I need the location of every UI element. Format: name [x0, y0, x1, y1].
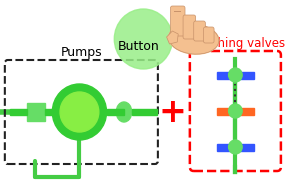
Bar [235, 143, 254, 150]
Bar [45, 109, 70, 115]
Ellipse shape [169, 24, 219, 54]
Circle shape [114, 9, 172, 69]
Bar [217, 108, 235, 115]
Bar [217, 71, 235, 78]
Bar [10, 109, 27, 115]
Circle shape [229, 68, 242, 82]
Bar [217, 143, 235, 150]
Circle shape [229, 104, 242, 118]
Text: Pumps: Pumps [60, 46, 102, 59]
Circle shape [52, 84, 106, 140]
Polygon shape [167, 31, 178, 44]
Bar [27, 103, 45, 121]
Circle shape [229, 140, 242, 154]
Circle shape [60, 92, 99, 132]
FancyBboxPatch shape [204, 27, 214, 43]
Bar [106, 109, 124, 115]
Bar [235, 108, 254, 115]
FancyBboxPatch shape [171, 6, 185, 36]
FancyBboxPatch shape [183, 15, 196, 39]
Text: +: + [158, 95, 186, 129]
Ellipse shape [116, 102, 132, 122]
Bar [235, 71, 254, 78]
Text: Switching valves: Switching valves [186, 37, 285, 50]
Bar [132, 109, 157, 115]
Text: Button: Button [118, 40, 159, 53]
FancyBboxPatch shape [194, 21, 205, 41]
